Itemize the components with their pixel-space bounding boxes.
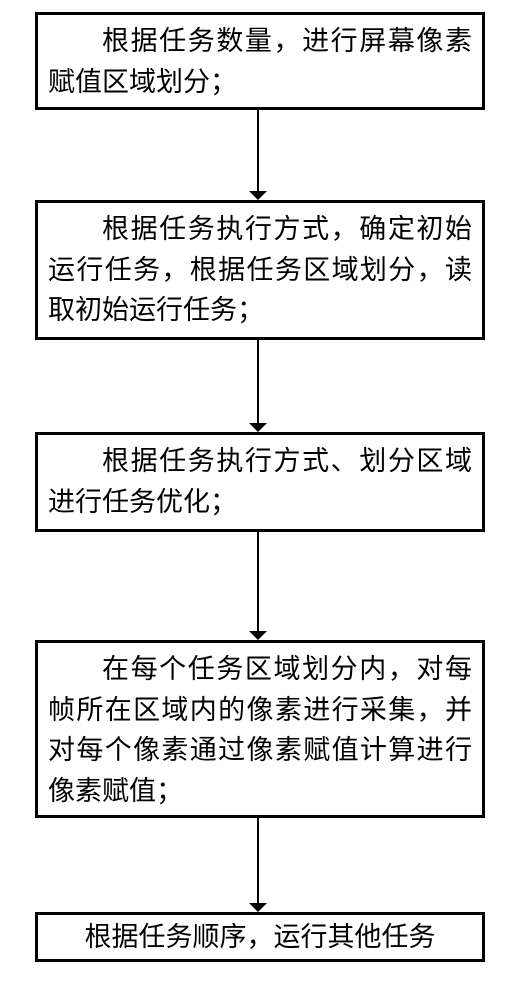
flowchart-node-n1: 根据任务数量，进行屏幕像素赋值区域划分； <box>35 12 485 110</box>
flowchart-edge-arrowhead <box>249 903 267 912</box>
flowchart-edge-line <box>257 110 259 191</box>
flowchart-node-n2: 根据任务执行方式，确定初始运行任务，根据任务区域划分，读取初始运行任务； <box>35 200 485 340</box>
flowchart-node-n5: 根据任务顺序，运行其他任务 <box>35 912 485 962</box>
flowchart-edge-line <box>257 532 259 631</box>
flowchart-edge-arrowhead <box>249 191 267 200</box>
flowchart-edge-line <box>257 340 259 423</box>
flowchart-edge-arrowhead <box>249 423 267 432</box>
flowchart-edge-line <box>257 818 259 903</box>
flowchart-node-label: 根据任务数量，进行屏幕像素赋值区域划分； <box>48 21 472 102</box>
flowchart-node-label: 在每个任务区域划分内，对每帧所在区域内的像素进行采集，并对每个像素通过像素赋值计… <box>48 649 472 811</box>
flowchart-node-n3: 根据任务执行方式、划分区域进行任务优化； <box>35 432 485 532</box>
flowchart-node-label: 根据任务顺序，运行其他任务 <box>85 917 436 958</box>
flowchart-container: 根据任务数量，进行屏幕像素赋值区域划分； 根据任务执行方式，确定初始运行任务，根据… <box>0 0 520 1000</box>
flowchart-node-label: 根据任务执行方式，确定初始运行任务，根据任务区域划分，读取初始运行任务； <box>48 209 472 331</box>
flowchart-node-n4: 在每个任务区域划分内，对每帧所在区域内的像素进行采集，并对每个像素通过像素赋值计… <box>35 640 485 818</box>
flowchart-edge-arrowhead <box>249 631 267 640</box>
flowchart-node-label: 根据任务执行方式、划分区域进行任务优化； <box>48 441 472 522</box>
